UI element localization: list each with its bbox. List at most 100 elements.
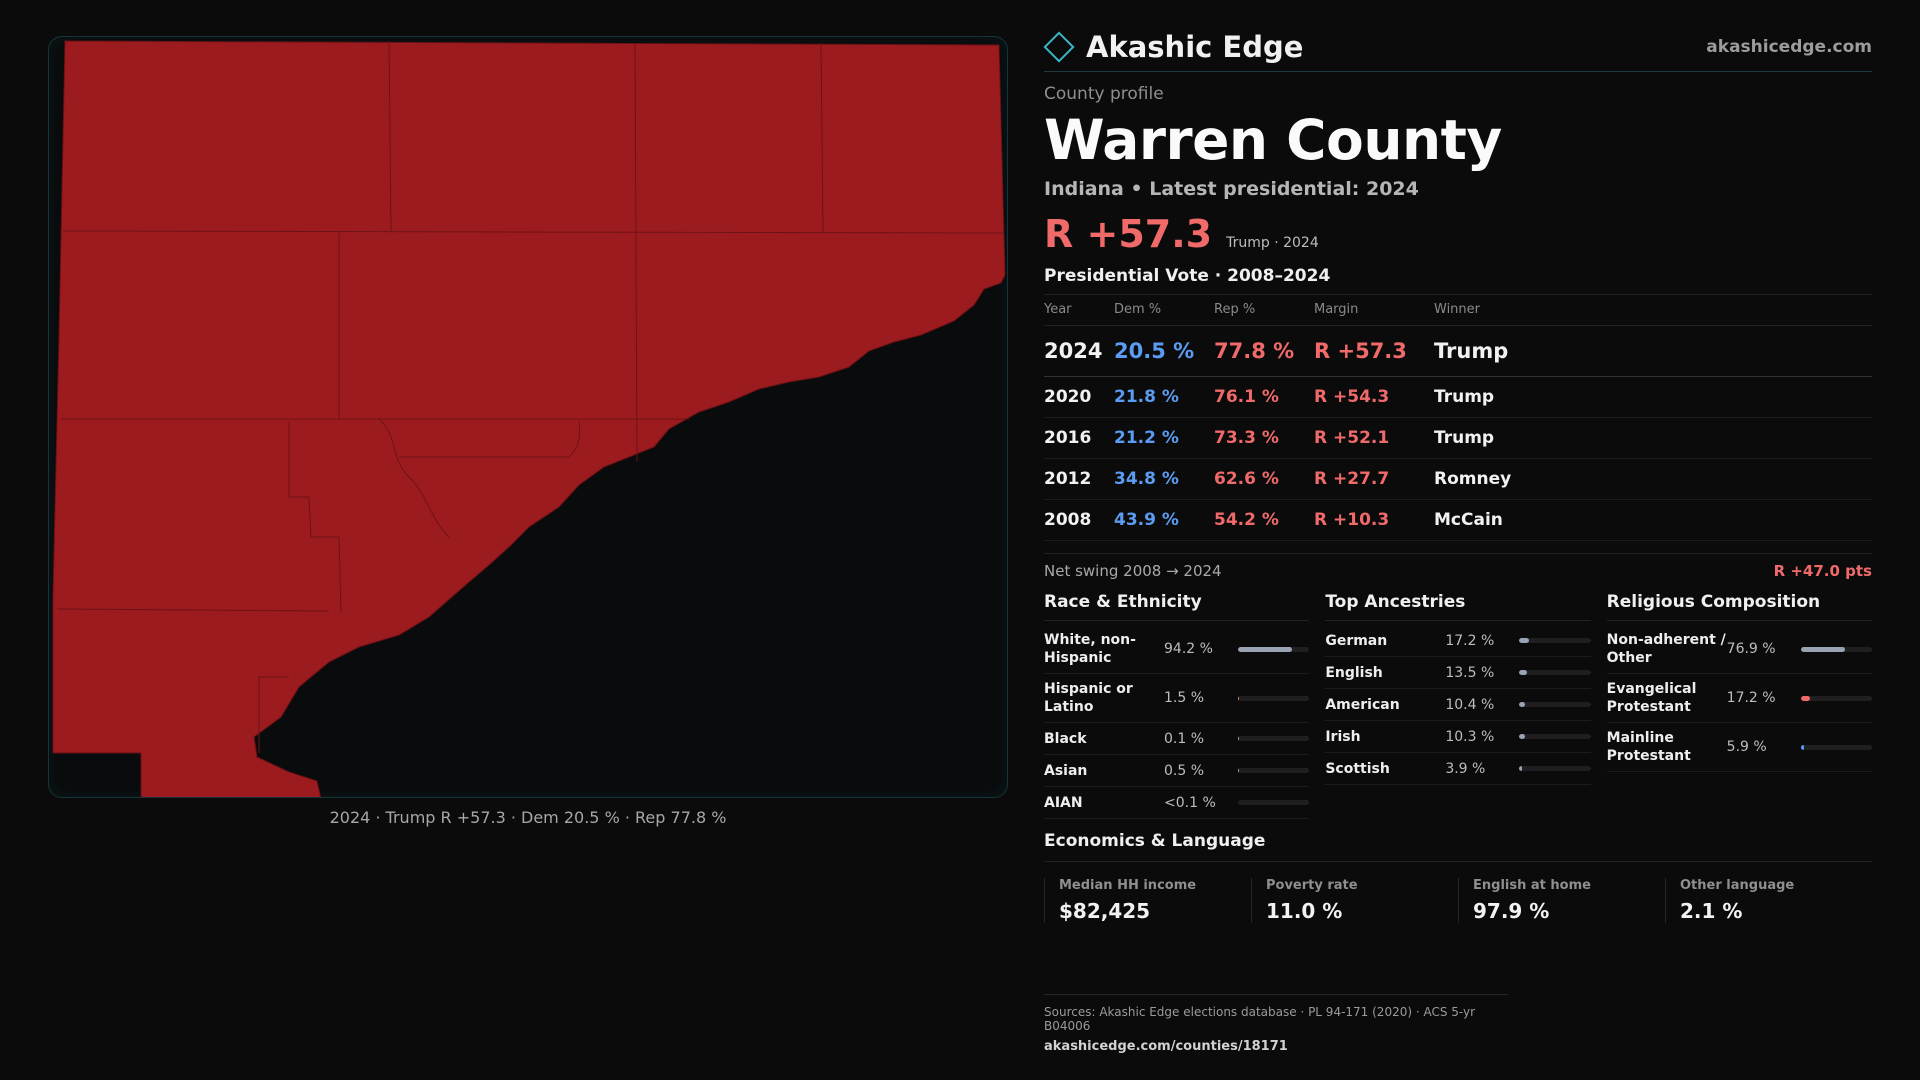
demographics: Race & Ethnicity White, non-Hispanic 94.2… [1044,592,1872,819]
share-bar-fill [1800,646,1845,652]
item-label: Asian [1044,762,1088,779]
share-bar-fill [1519,702,1526,707]
share-bar [1519,638,1591,643]
rep-cell: 73.3 % [1214,417,1314,459]
share-bar [1519,670,1591,675]
table-row: 2008 43.9 % 54.2 % R +10.3 McCain [1044,499,1872,541]
item-label: Hispanic or Latino [1044,681,1133,715]
year-cell: 2024 [1044,325,1114,377]
votes-header-row: Year Dem % Rep % Margin Winner [1044,295,1872,326]
rep-cell: 77.8 % [1214,325,1314,377]
list-item: Evangelical Protestant 17.2 % [1606,674,1872,723]
col-winner: Winner [1434,295,1872,326]
econ-label: English at home [1473,878,1591,893]
item-value: 1.5 % [1164,690,1205,706]
share-bar [1238,768,1310,773]
headline-margin-note: Trump · 2024 [1226,235,1319,251]
list-item: Irish 10.3 % [1325,721,1591,753]
race-list: White, non-Hispanic 94.2 % Hispanic or Lat… [1044,625,1310,819]
table-row: 2024 20.5 % 77.8 % R +57.3 Trump [1044,325,1872,377]
economics-list: Median HH income $82,425 Poverty rate 11.0 … [1044,878,1872,923]
ancestry-list: German 17.2 % English 13.5 % American 10.4 % I… [1325,625,1591,785]
econ-stat: Median HH income $82,425 [1044,878,1251,923]
item-label: German [1325,632,1388,649]
econ-stat: Poverty rate 11.0 % [1251,878,1458,923]
net-swing: Net swing 2008 → 2024 R +47.0 pts [1044,553,1872,580]
item-value: 13.5 % [1445,664,1495,681]
share-bar-fill [1519,670,1528,675]
share-bar [1519,702,1591,707]
share-bar [1800,695,1872,701]
share-bar [1800,646,1872,652]
econ-stat: English at home 97.9 % [1458,878,1665,923]
econ-label: Poverty rate [1266,878,1358,893]
headline-margin-value: R +57.3 [1044,212,1213,256]
dem-cell: 21.2 % [1114,417,1214,459]
winner-cell: Trump [1434,325,1872,377]
year-cell: 2012 [1044,458,1114,500]
list-item: Hispanic or Latino 1.5 % [1044,674,1310,723]
item-label: Mainline Protestant [1606,730,1691,764]
net-swing-value: R +47.0 pts [1773,562,1872,580]
list-item: German 17.2 % [1325,625,1591,657]
list-item: Black 0.1 % [1044,723,1310,755]
margin-cell: R +52.1 [1314,417,1434,459]
table-row: 2016 21.2 % 73.3 % R +52.1 Trump [1044,417,1872,459]
list-item: English 13.5 % [1325,657,1591,689]
township-lines [56,40,1005,753]
dem-cell: 43.9 % [1114,499,1214,541]
share-bar-fill [1238,736,1240,741]
share-bar-fill [1800,695,1811,701]
diamond-logo-icon [1043,30,1075,63]
brand-name: Akashic Edge [1086,29,1304,64]
share-bar [1519,766,1591,771]
county-map[interactable] [48,36,1008,798]
share-bar [1238,695,1310,701]
winner-cell: Trump [1434,417,1872,459]
dem-cell: 21.8 % [1114,376,1214,418]
page-subtitle: Indiana • Latest presidential: 2024 [1044,178,1419,200]
list-item: White, non-Hispanic 94.2 % [1044,625,1310,674]
table-row: 2012 34.8 % 62.6 % R +27.7 Romney [1044,458,1872,500]
profile-panel: Akashic Edge akashicedge.com County prof… [1043,29,1872,923]
race-section: Race & Ethnicity White, non-Hispanic 94.2… [1044,592,1310,819]
economics-title: Economics & Language [1044,831,1872,862]
econ-label: Median HH income [1059,878,1197,893]
share-bar [1519,734,1591,739]
item-value: 0.1 % [1164,730,1205,747]
site-link[interactable]: akashicedge.com [1706,36,1872,57]
dem-cell: 20.5 % [1114,325,1214,377]
footer: Sources: Akashic Edge elections database… [1044,994,1508,1054]
county-map-svg [52,40,1006,797]
econ-value: $82,425 [1059,899,1151,923]
year-cell: 2020 [1044,376,1114,418]
brand-header: Akashic Edge akashicedge.com [1043,29,1872,72]
religion-title: Religious Composition [1606,592,1872,621]
share-bar-fill [1238,646,1292,652]
item-label: Scottish [1325,760,1390,777]
ancestry-section: Top Ancestries German 17.2 % English 13.5 %… [1325,592,1591,819]
share-bar [1238,800,1310,805]
col-dem: Dem % [1114,295,1214,326]
share-bar-fill [1519,638,1530,643]
item-value: 10.3 % [1445,728,1495,745]
margin-cell: R +10.3 [1314,499,1434,541]
share-bar [1238,646,1310,652]
dem-cell: 34.8 % [1114,458,1214,500]
map-caption: 2024 · Trump R +57.3 · Dem 20.5 % · Rep … [329,808,727,827]
county-url-link[interactable]: akashicedge.com/counties/18171 [1044,1039,1288,1054]
brand[interactable]: Akashic Edge [1043,29,1304,64]
econ-value: 2.1 % [1680,899,1743,923]
share-bar-fill [1238,768,1240,773]
table-row: 2020 21.8 % 76.1 % R +54.3 Trump [1044,376,1872,418]
item-value: 17.2 % [1445,632,1495,649]
sources-text: Sources: Akashic Edge elections database… [1044,1005,1476,1033]
econ-label: Other language [1680,878,1795,893]
votes-title: Presidential Vote · 2008–2024 [1044,266,1872,295]
list-item: Asian 0.5 % [1044,755,1310,787]
winner-cell: Trump [1434,376,1872,418]
col-year: Year [1044,295,1114,326]
winner-cell: Romney [1434,458,1872,500]
col-rep: Rep % [1214,295,1314,326]
item-value: <0.1 % [1164,794,1216,811]
